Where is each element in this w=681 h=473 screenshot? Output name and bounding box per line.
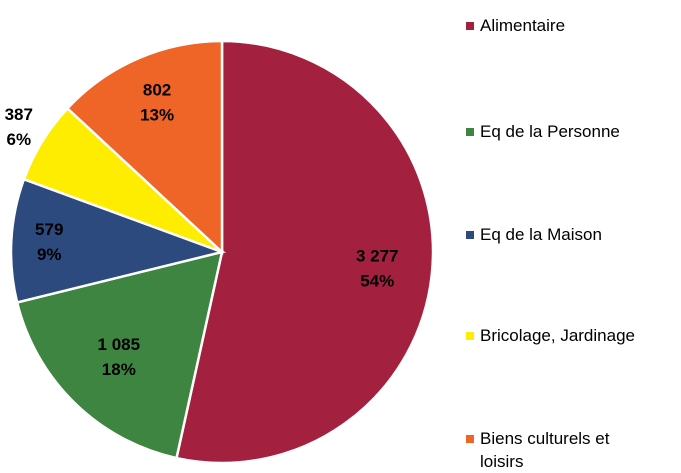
legend-entry: Eq de la Maison	[466, 223, 656, 246]
value-label: 579	[35, 220, 63, 239]
legend-entry: Bricolage, Jardinage	[466, 324, 656, 347]
legend-entry: Alimentaire	[466, 14, 656, 37]
pie-slice	[15, 250, 224, 460]
legend-swatch	[466, 22, 474, 30]
legend-label: Eq de la Personne	[480, 122, 620, 141]
percent-label: 9%	[37, 245, 62, 264]
legend-swatch	[466, 231, 474, 239]
pie-slice	[175, 39, 435, 465]
value-label: 3 277	[356, 246, 399, 265]
percent-label: 18%	[102, 360, 136, 379]
legend-swatch	[466, 435, 474, 443]
legend-entry: Biens culturels et loisirs	[466, 427, 656, 473]
percent-label: 54%	[360, 271, 394, 290]
legend-label: Eq de la Maison	[480, 225, 602, 244]
pie-slice	[9, 177, 227, 304]
value-label: 802	[143, 81, 171, 100]
legend-label: Biens culturels et loisirs	[480, 429, 610, 471]
pie-slice	[65, 39, 224, 255]
legend-label: Bricolage, Jardinage	[480, 326, 635, 345]
legend-entry: Eq de la Personne	[466, 120, 656, 143]
legend-swatch	[466, 128, 474, 136]
value-label: 1 085	[98, 335, 141, 354]
legend-label: Alimentaire	[480, 16, 566, 35]
value-label: 387	[5, 105, 33, 124]
legend-swatch	[466, 332, 474, 340]
percent-label: 13%	[140, 106, 174, 125]
percent-label: 6%	[6, 130, 31, 149]
